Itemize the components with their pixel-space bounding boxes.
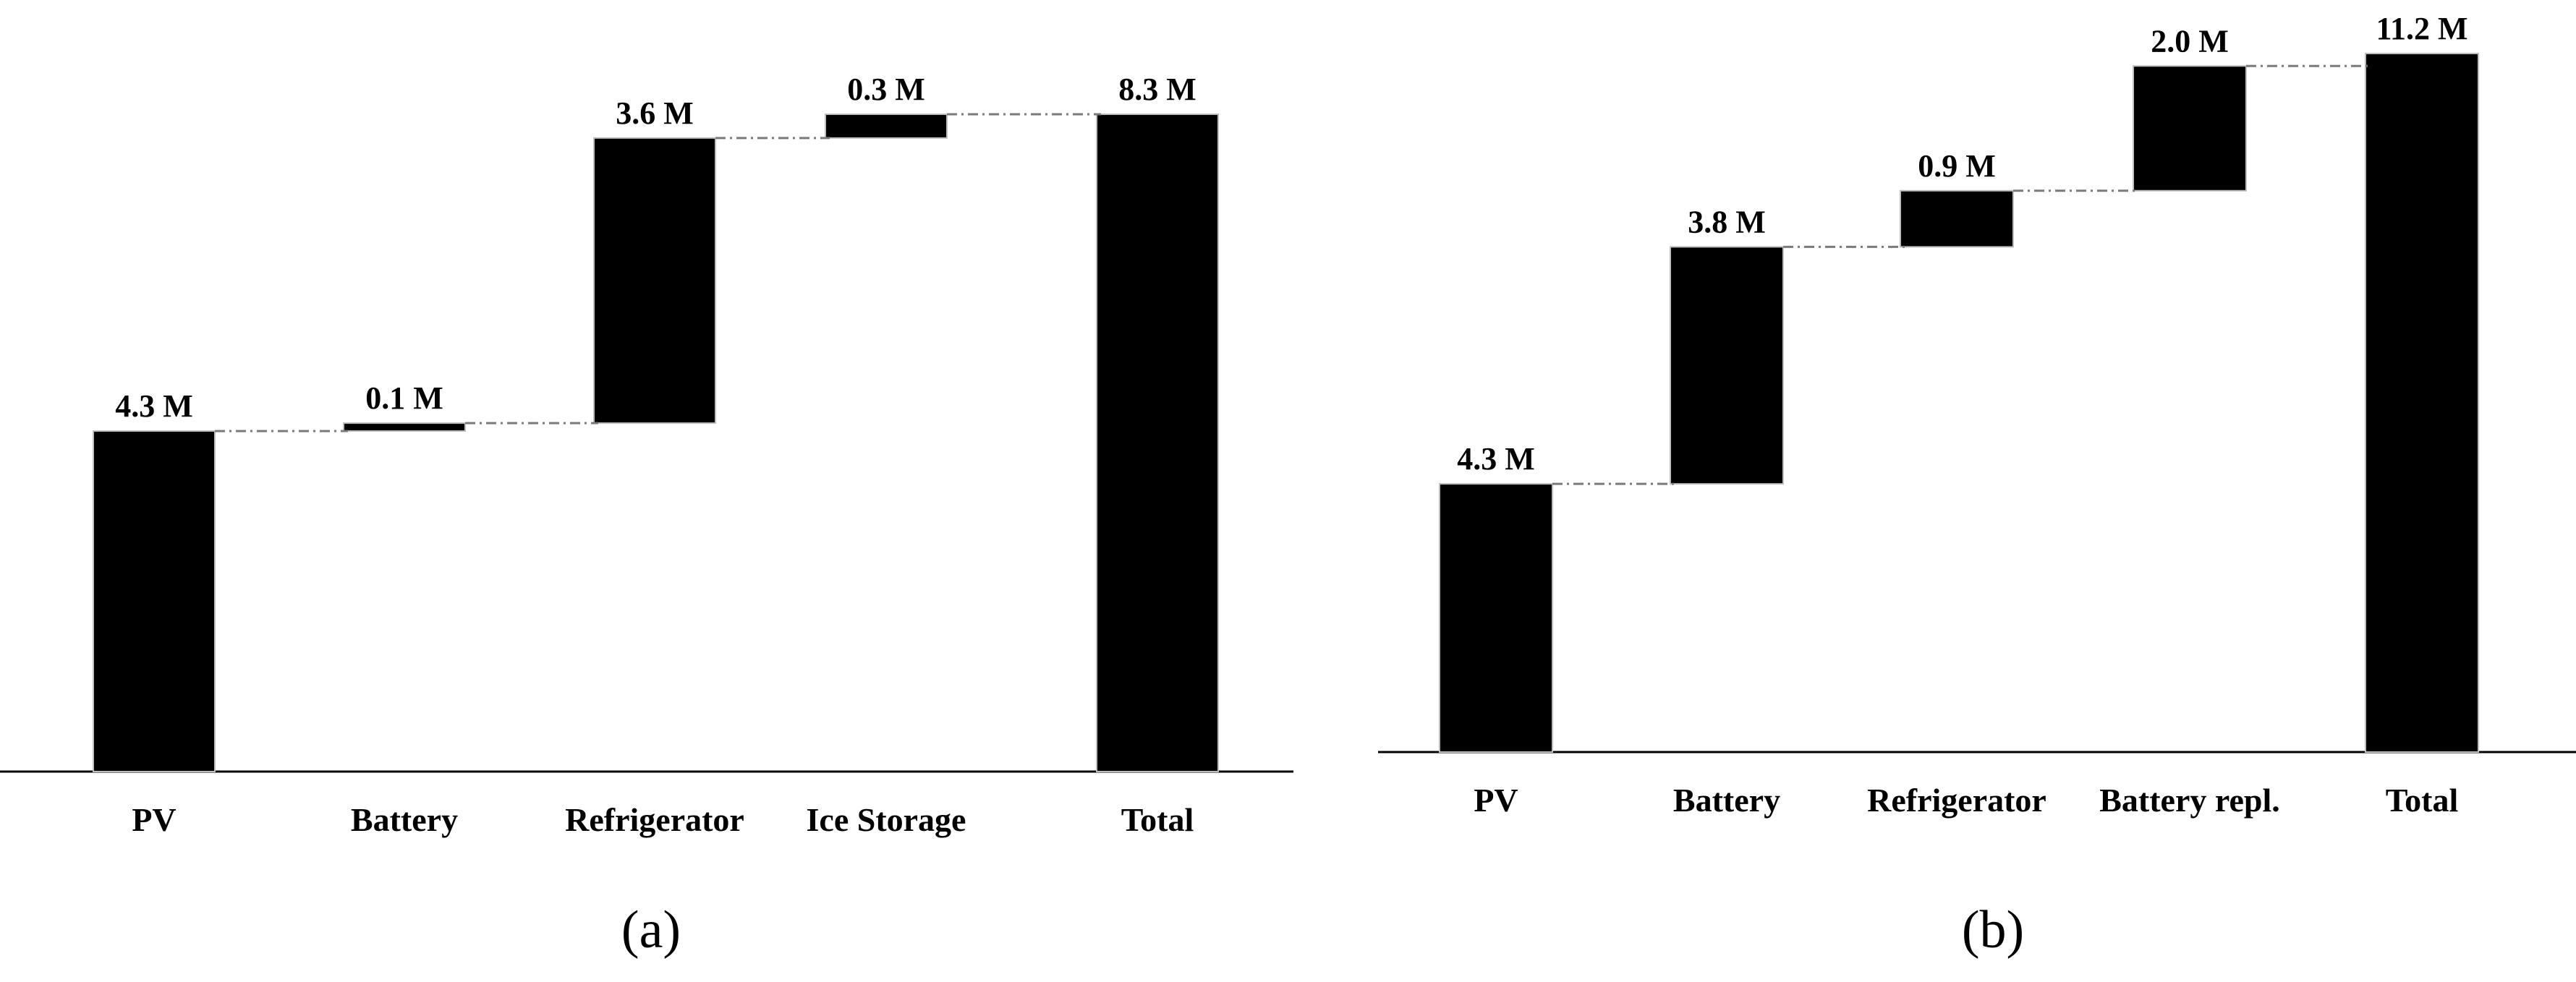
value-label: 3.8 M — [1688, 204, 1766, 239]
category-label: Total — [2386, 782, 2459, 819]
category-label: Refrigerator — [565, 801, 744, 838]
value-label: 2.0 M — [2151, 23, 2229, 59]
waterfall-bar-ice-storage — [825, 114, 948, 139]
panel-label-b: (b) — [1962, 900, 2024, 960]
waterfall-bar-refrigerator — [1900, 189, 2014, 248]
value-label: 0.9 M — [1918, 148, 1996, 184]
category-label: Battery — [351, 801, 458, 838]
value-label: 8.3 M — [1118, 72, 1196, 107]
waterfall-bar-pv — [1439, 483, 1553, 753]
category-label: Ice Storage — [807, 801, 966, 838]
category-label: Total — [1121, 801, 1194, 838]
waterfall-bar-refrigerator — [593, 137, 716, 424]
category-label: Battery repl. — [2099, 782, 2280, 819]
category-label: PV — [1474, 782, 1518, 819]
value-label: 3.6 M — [616, 95, 694, 131]
waterfall-bar-battery — [343, 422, 466, 432]
value-label: 0.1 M — [365, 380, 443, 416]
value-label: 11.2 M — [2376, 11, 2467, 46]
waterfall-bar-total — [2365, 53, 2479, 753]
panel-label-a: (a) — [621, 900, 681, 960]
category-label: PV — [132, 801, 176, 838]
category-label: Refrigerator — [1867, 782, 2046, 819]
category-label: Battery — [1673, 782, 1780, 819]
value-label: 4.3 M — [1457, 441, 1535, 477]
waterfall-bar-pv — [93, 430, 216, 772]
waterfall-bar-total — [1096, 114, 1219, 772]
value-label: 0.3 M — [847, 72, 925, 107]
waterfall-bar-battery-repl — [2133, 65, 2247, 192]
waterfall-bar-battery — [1670, 246, 1784, 485]
panel-b-chart: 4.3 M PV 3.8 M Battery 0.9 M Refrigerator 2.0 … — [1378, 11, 2576, 819]
panel-a-chart: 4.3 M PV 0.1 M Battery 3.6 M Refrigerator 0.3 … — [0, 72, 1293, 838]
value-label: 4.3 M — [115, 388, 193, 424]
